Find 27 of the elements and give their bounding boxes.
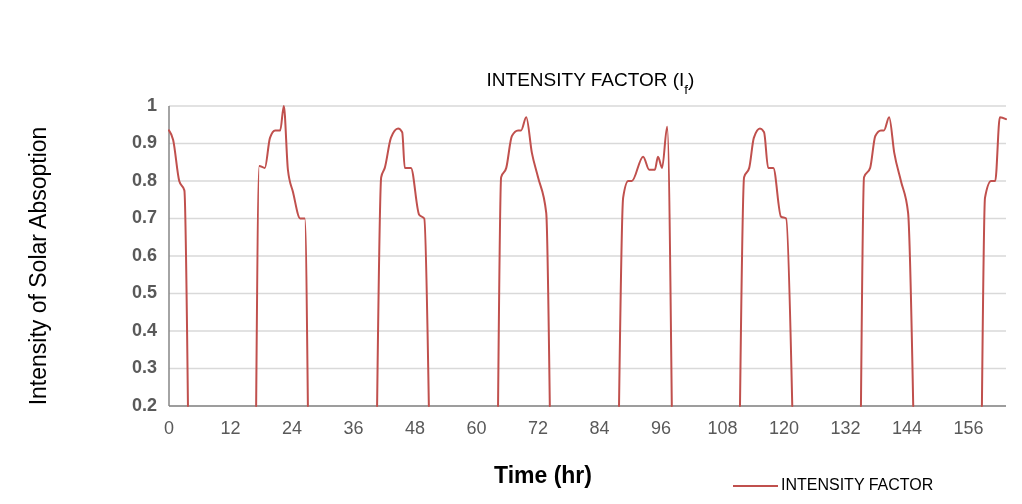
x-tick-label: 108 — [707, 418, 738, 438]
y-tick-label: 1 — [146, 94, 157, 115]
x-tick-label: 84 — [589, 418, 610, 438]
x-tick-label: 36 — [343, 418, 364, 438]
y-tick-label: 0.7 — [131, 207, 157, 228]
x-tick-label: 144 — [892, 418, 923, 438]
x-tick-label: 96 — [651, 418, 672, 438]
x-tick-label: 72 — [528, 418, 549, 438]
y-tick-label: 0.4 — [131, 319, 157, 340]
y-axis-title: Intensity of Solar Absoption — [25, 126, 51, 406]
x-tick-label: 12 — [220, 418, 241, 438]
y-tick-label: 0.9 — [131, 132, 157, 153]
x-tick-label: 132 — [830, 418, 861, 438]
legend-label: INTENSITY FACTOR — [781, 476, 934, 494]
y-tick-label: 0.8 — [131, 169, 157, 190]
x-tick-label: 60 — [466, 418, 487, 438]
x-tick-label: 24 — [282, 418, 303, 438]
y-tick-label: 0.2 — [131, 394, 157, 415]
x-tick-label: 48 — [405, 418, 426, 438]
x-tick-label: 156 — [953, 418, 984, 438]
x-tick-label: 0 — [163, 418, 175, 438]
y-tick-label: 0.3 — [131, 357, 157, 378]
x-axis-title: Time (hr) — [494, 462, 592, 488]
chart-title: INTENSITY FACTOR (I$_{f}$) — [486, 69, 695, 97]
y-tick-label: 0.5 — [131, 282, 157, 303]
x-tick-label: 120 — [769, 418, 800, 438]
y-tick-label: 0.6 — [131, 244, 157, 265]
